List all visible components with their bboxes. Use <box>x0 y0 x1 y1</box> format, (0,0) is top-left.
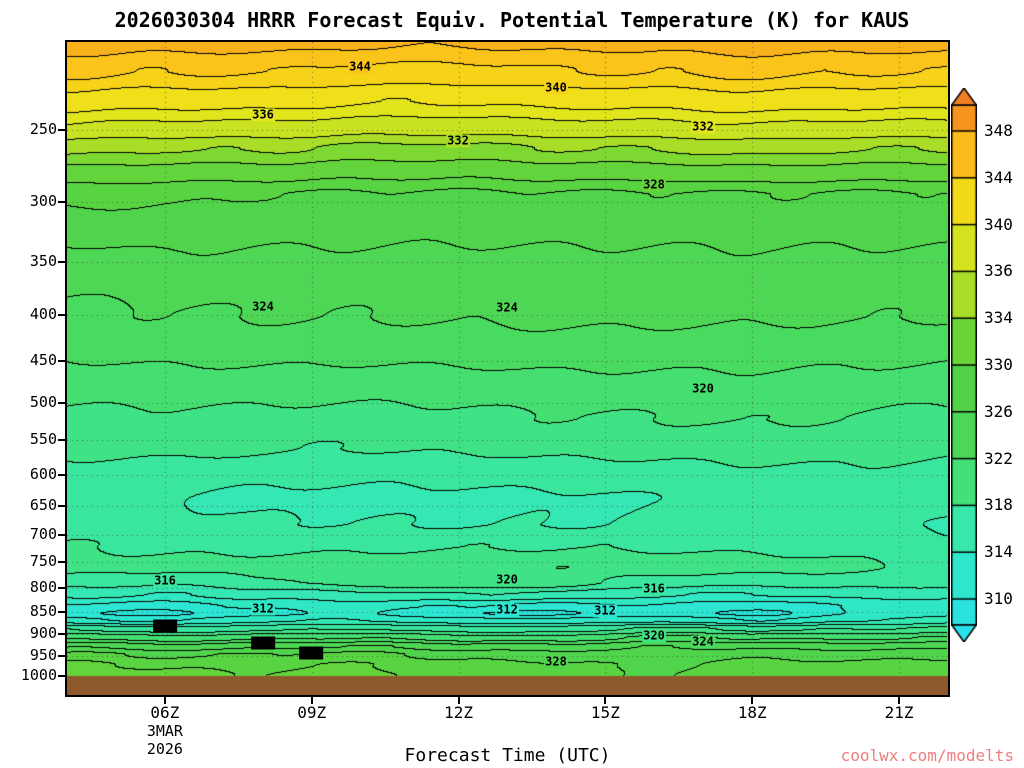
pressure-tick <box>58 534 65 537</box>
colorbar-canvas <box>951 88 977 642</box>
pressure-tick <box>58 654 65 657</box>
colorbar-tick-label: 322 <box>984 448 1013 468</box>
x-axis-title: Forecast Time (UTC) <box>404 745 611 766</box>
pressure-tick-label: 500 <box>29 392 57 411</box>
chart-title: 2026030304 HRRR Forecast Equiv. Potentia… <box>114 8 910 32</box>
pressure-tick <box>58 261 65 264</box>
pressure-tick <box>58 360 65 363</box>
date-label-line2: 2026 <box>146 740 183 758</box>
pressure-tick <box>58 128 65 131</box>
pressure-tick-label: 300 <box>29 191 57 210</box>
pressure-tick <box>58 401 65 404</box>
colorbar-tick-label: 330 <box>984 355 1013 374</box>
pressure-tick-label: 850 <box>29 601 57 620</box>
colorbar: 348 344 340 336 334 330 326 322 318 314 310 <box>951 82 1024 662</box>
time-tick <box>457 697 460 704</box>
pressure-tick <box>58 610 65 613</box>
time-tick-label: 09Z <box>297 703 327 722</box>
pressure-tick-label: 1000 <box>20 665 57 684</box>
colorbar-tick-label: 314 <box>984 542 1013 562</box>
pressure-tick <box>58 674 65 677</box>
colorbar-tick-label: 344 <box>984 167 1013 187</box>
pressure-tick-label: 650 <box>29 496 57 515</box>
pressure-tick <box>58 586 65 589</box>
time-tick-label: 21Z <box>884 703 914 722</box>
colorbar-tick-label: 318 <box>984 495 1013 515</box>
pressure-tick-label: 900 <box>29 624 57 643</box>
pressure-tick-label: 800 <box>29 577 57 596</box>
pressure-tick-label: 400 <box>29 304 57 323</box>
pressure-tick-label: 750 <box>29 552 57 571</box>
time-tick-label: 06Z <box>150 703 180 722</box>
pressure-tick-label: 350 <box>29 252 57 271</box>
pressure-tick <box>58 313 65 316</box>
pressure-tick-label: 700 <box>29 525 57 544</box>
time-tick-label: 18Z <box>737 703 767 722</box>
colorbar-tick-label: 336 <box>984 261 1013 281</box>
time-tick <box>898 697 901 704</box>
time-tick <box>604 697 607 704</box>
plot-area: 344 340 336 332 332 328 324 324 320 316 320 316 312 3… <box>67 42 948 695</box>
pressure-tick <box>58 505 65 508</box>
pressure-tick <box>58 633 65 636</box>
pressure-tick-label: 600 <box>29 464 57 483</box>
pressure-tick-label: 950 <box>29 645 57 664</box>
time-tick <box>751 697 754 704</box>
colorbar-tick-label: 340 <box>984 214 1013 234</box>
date-label-line1: 3MAR <box>146 722 183 740</box>
colorbar-tick-label: 310 <box>984 589 1013 608</box>
colorbar-tick-label: 326 <box>984 401 1013 421</box>
time-tick-label: 15Z <box>590 703 620 722</box>
colorbar-tick-label: 348 <box>984 121 1013 140</box>
time-tick <box>163 697 166 704</box>
colorbar-tick-label: 334 <box>984 308 1013 328</box>
watermark-link[interactable]: coolwx.com/modelts <box>840 746 1014 765</box>
pressure-tick <box>58 473 65 476</box>
pressure-tick-label: 250 <box>29 119 57 138</box>
pressure-tick <box>58 439 65 442</box>
pressure-tick-label: 550 <box>29 430 57 449</box>
pressure-tick-label: 450 <box>29 351 57 370</box>
contour-plot-canvas <box>67 42 948 695</box>
time-tick-label: 12Z <box>444 703 473 722</box>
time-tick <box>310 697 313 704</box>
pressure-tick <box>58 561 65 564</box>
pressure-tick <box>58 200 65 203</box>
